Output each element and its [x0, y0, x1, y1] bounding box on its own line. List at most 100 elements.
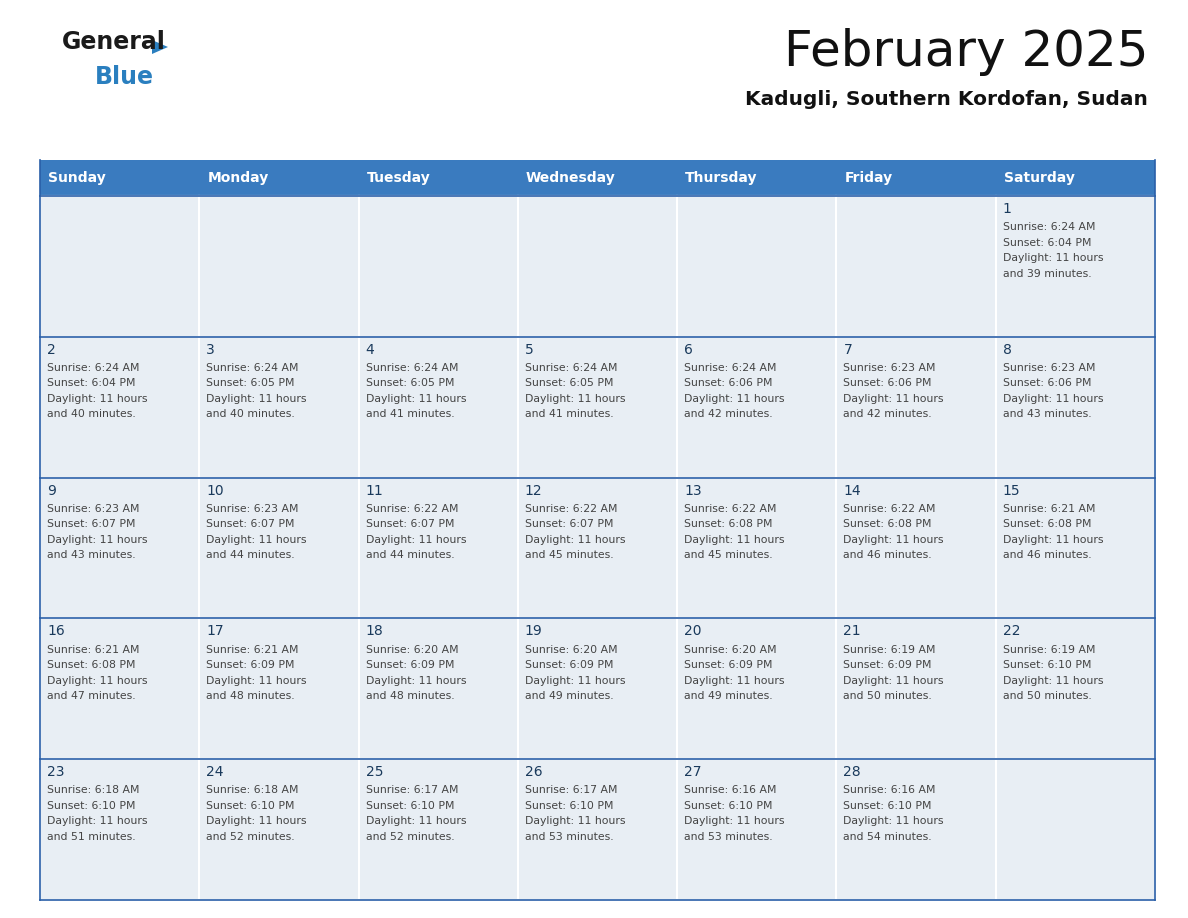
- Text: Sunrise: 6:23 AM: Sunrise: 6:23 AM: [1003, 363, 1095, 373]
- Text: Daylight: 11 hours: Daylight: 11 hours: [684, 676, 784, 686]
- Text: Sunset: 6:08 PM: Sunset: 6:08 PM: [1003, 520, 1092, 530]
- Text: 18: 18: [366, 624, 384, 638]
- Bar: [40, 619, 200, 759]
- Text: 9: 9: [48, 484, 56, 498]
- Text: Sunset: 6:09 PM: Sunset: 6:09 PM: [843, 660, 931, 670]
- Text: Sunset: 6:07 PM: Sunset: 6:07 PM: [366, 520, 454, 530]
- Text: Monday: Monday: [207, 171, 268, 185]
- Bar: [996, 619, 1155, 759]
- Bar: [200, 477, 359, 619]
- Text: Sunrise: 6:23 AM: Sunrise: 6:23 AM: [207, 504, 299, 514]
- Text: Daylight: 11 hours: Daylight: 11 hours: [1003, 535, 1104, 544]
- Bar: [40, 759, 200, 900]
- Text: 28: 28: [843, 766, 861, 779]
- Bar: [200, 196, 359, 337]
- Text: and 43 minutes.: and 43 minutes.: [1003, 409, 1092, 420]
- Text: and 48 minutes.: and 48 minutes.: [366, 691, 454, 701]
- Text: Sunrise: 6:20 AM: Sunrise: 6:20 AM: [525, 644, 618, 655]
- Text: Daylight: 11 hours: Daylight: 11 hours: [48, 816, 147, 826]
- Text: Sunrise: 6:19 AM: Sunrise: 6:19 AM: [1003, 644, 1095, 655]
- Text: Sunrise: 6:17 AM: Sunrise: 6:17 AM: [366, 786, 459, 795]
- Text: 27: 27: [684, 766, 702, 779]
- Text: Sunrise: 6:24 AM: Sunrise: 6:24 AM: [48, 363, 139, 373]
- Text: Daylight: 11 hours: Daylight: 11 hours: [684, 394, 784, 404]
- Polygon shape: [152, 40, 168, 54]
- Text: and 44 minutes.: and 44 minutes.: [366, 550, 454, 560]
- Text: 6: 6: [684, 342, 693, 357]
- Text: Sunset: 6:07 PM: Sunset: 6:07 PM: [48, 520, 135, 530]
- Text: 2: 2: [48, 342, 56, 357]
- Bar: [359, 196, 518, 337]
- Text: Daylight: 11 hours: Daylight: 11 hours: [525, 816, 625, 826]
- Bar: [996, 160, 1155, 196]
- Text: 26: 26: [525, 766, 543, 779]
- Bar: [836, 337, 996, 477]
- Text: Daylight: 11 hours: Daylight: 11 hours: [366, 535, 466, 544]
- Text: Sunrise: 6:23 AM: Sunrise: 6:23 AM: [48, 504, 139, 514]
- Text: Sunset: 6:09 PM: Sunset: 6:09 PM: [684, 660, 772, 670]
- Text: Sunrise: 6:18 AM: Sunrise: 6:18 AM: [48, 786, 139, 795]
- Text: Daylight: 11 hours: Daylight: 11 hours: [843, 816, 944, 826]
- Text: February 2025: February 2025: [784, 28, 1148, 76]
- Bar: [677, 337, 836, 477]
- Text: Sunset: 6:07 PM: Sunset: 6:07 PM: [525, 520, 613, 530]
- Text: 3: 3: [207, 342, 215, 357]
- Text: 5: 5: [525, 342, 533, 357]
- Text: Daylight: 11 hours: Daylight: 11 hours: [366, 816, 466, 826]
- Text: Sunset: 6:09 PM: Sunset: 6:09 PM: [207, 660, 295, 670]
- Text: Sunrise: 6:24 AM: Sunrise: 6:24 AM: [366, 363, 459, 373]
- Text: Thursday: Thursday: [685, 171, 758, 185]
- Text: Sunset: 6:10 PM: Sunset: 6:10 PM: [843, 800, 931, 811]
- Text: and 51 minutes.: and 51 minutes.: [48, 832, 135, 842]
- Text: and 40 minutes.: and 40 minutes.: [207, 409, 295, 420]
- Text: and 39 minutes.: and 39 minutes.: [1003, 269, 1092, 279]
- Text: and 47 minutes.: and 47 minutes.: [48, 691, 135, 701]
- Text: Sunset: 6:06 PM: Sunset: 6:06 PM: [843, 378, 931, 388]
- Bar: [677, 619, 836, 759]
- Text: Sunrise: 6:22 AM: Sunrise: 6:22 AM: [366, 504, 459, 514]
- Text: Sunrise: 6:20 AM: Sunrise: 6:20 AM: [366, 644, 459, 655]
- Text: and 48 minutes.: and 48 minutes.: [207, 691, 295, 701]
- Text: Daylight: 11 hours: Daylight: 11 hours: [684, 816, 784, 826]
- Text: Daylight: 11 hours: Daylight: 11 hours: [48, 394, 147, 404]
- Text: 8: 8: [1003, 342, 1012, 357]
- Bar: [200, 337, 359, 477]
- Text: Daylight: 11 hours: Daylight: 11 hours: [843, 394, 944, 404]
- Text: 7: 7: [843, 342, 852, 357]
- Text: Sunrise: 6:24 AM: Sunrise: 6:24 AM: [207, 363, 299, 373]
- Text: Daylight: 11 hours: Daylight: 11 hours: [684, 535, 784, 544]
- Text: and 43 minutes.: and 43 minutes.: [48, 550, 135, 560]
- Bar: [200, 619, 359, 759]
- Text: and 46 minutes.: and 46 minutes.: [1003, 550, 1092, 560]
- Text: Sunrise: 6:19 AM: Sunrise: 6:19 AM: [843, 644, 936, 655]
- Bar: [677, 196, 836, 337]
- Bar: [359, 759, 518, 900]
- Text: Sunset: 6:09 PM: Sunset: 6:09 PM: [525, 660, 613, 670]
- Text: Sunset: 6:10 PM: Sunset: 6:10 PM: [1003, 660, 1092, 670]
- Text: Sunset: 6:04 PM: Sunset: 6:04 PM: [48, 378, 135, 388]
- Bar: [836, 477, 996, 619]
- Bar: [518, 619, 677, 759]
- Text: Sunset: 6:05 PM: Sunset: 6:05 PM: [366, 378, 454, 388]
- Text: Sunrise: 6:16 AM: Sunrise: 6:16 AM: [843, 786, 936, 795]
- Bar: [200, 160, 359, 196]
- Text: Daylight: 11 hours: Daylight: 11 hours: [207, 394, 307, 404]
- Text: and 42 minutes.: and 42 minutes.: [843, 409, 933, 420]
- Text: Daylight: 11 hours: Daylight: 11 hours: [366, 394, 466, 404]
- Text: and 45 minutes.: and 45 minutes.: [525, 550, 613, 560]
- Text: Daylight: 11 hours: Daylight: 11 hours: [525, 394, 625, 404]
- Text: Daylight: 11 hours: Daylight: 11 hours: [843, 676, 944, 686]
- Bar: [996, 337, 1155, 477]
- Text: 13: 13: [684, 484, 702, 498]
- Bar: [677, 160, 836, 196]
- Bar: [996, 477, 1155, 619]
- Text: Wednesday: Wednesday: [526, 171, 615, 185]
- Bar: [518, 477, 677, 619]
- Text: 21: 21: [843, 624, 861, 638]
- Text: Saturday: Saturday: [1004, 171, 1075, 185]
- Text: 25: 25: [366, 766, 383, 779]
- Bar: [518, 337, 677, 477]
- Text: Sunrise: 6:21 AM: Sunrise: 6:21 AM: [207, 644, 299, 655]
- Text: Sunset: 6:10 PM: Sunset: 6:10 PM: [684, 800, 772, 811]
- Text: Sunset: 6:05 PM: Sunset: 6:05 PM: [207, 378, 295, 388]
